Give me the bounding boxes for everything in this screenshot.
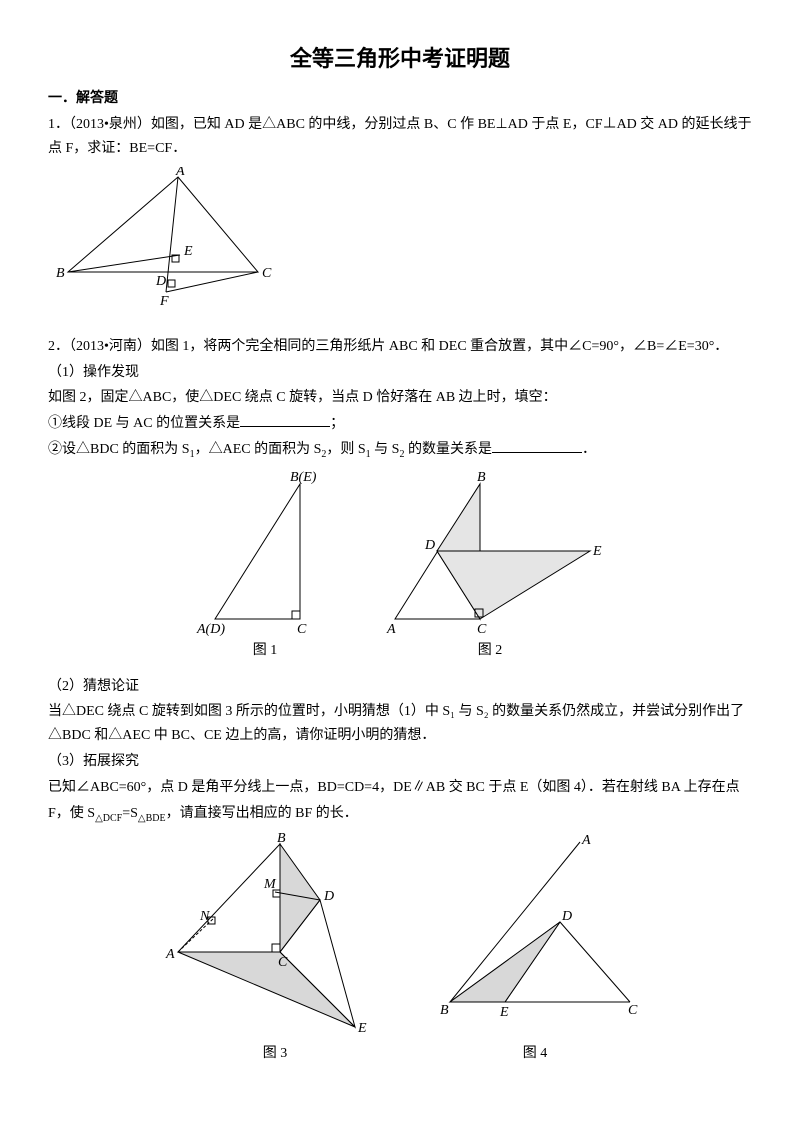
sub-dcf: △DCF [95,812,122,823]
q2-item2-mid4: 的数量关系是 [404,442,492,457]
q2-part1-line: 如图 2，固定△ABC，使△DEC 绕点 C 旋转，当点 D 恰好落在 AB 边… [48,386,752,410]
q1-text: 1．（2013•泉州）如图，已知 AD 是△ABC 的中线，分别过点 B、C 作… [48,113,752,161]
q1-label-c: C [262,266,272,281]
q2-fig2: B A C D E 图 2 [375,469,605,663]
fig4-a: A [581,833,591,848]
blank-1[interactable] [240,412,330,427]
q2-intro: 2．（2013•河南）如图 1，将两个完全相同的三角形纸片 ABC 和 DEC … [48,335,752,359]
q1-figure: A B C D E F [48,167,752,317]
fig1-c: C [297,622,307,637]
fig3-d: D [323,889,334,904]
q2-fig3: B A C D E M N 图 3 [160,832,390,1066]
q1-label-d: D [155,274,166,289]
q2-part3-line1: 已知∠ABC=60°，点 D 是角平分线上一点，BD=CD=4，DE∥AB 交 … [48,776,752,800]
q1-label-b: B [56,266,65,281]
q1-label-a: A [175,167,185,179]
fig3-e: E [357,1021,367,1036]
fig3-c: C [278,955,288,970]
fig1-ad: A(D) [196,622,225,637]
fig4-e: E [499,1005,509,1020]
fig2-c: C [477,622,487,637]
fig3-a: A [165,947,175,962]
q2-fig4: A B C D E 图 4 [430,832,640,1066]
q2-part2-text: 当△DEC 绕点 C 旋转到如图 3 所示的位置时，小明猜想（1）中 S₁ 与 … [48,700,752,748]
sub-bde: △BDE [138,812,166,823]
fig4-d: D [561,909,572,924]
fig2-b: B [477,470,486,485]
p3-pre: F，使 S [48,806,95,821]
q1-label-f: F [159,294,169,309]
fig3-n: N [199,909,210,924]
section-heading: 一．解答题 [48,87,752,111]
fig2-e: E [592,544,602,559]
q2-part3-head: （3）拓展探究 [48,750,752,774]
q1-label-e: E [183,244,193,259]
q2-item2-mid3: 与 S [371,442,400,457]
fig3-label: 图 3 [160,1042,390,1066]
fig2-a: A [386,622,396,637]
blank-2[interactable] [492,438,582,453]
fig3-b: B [277,832,286,846]
fig2-label: 图 2 [375,639,605,663]
q2-part2-head: （2）猜想论证 [48,675,752,699]
fig4-b: B [440,1003,449,1018]
fig4-label: 图 4 [430,1042,640,1066]
fig1-be: B(E) [290,470,317,485]
q2-fig1: B(E) A(D) C 图 1 [195,469,335,663]
q2-part3-line2: F，使 S△DCF=S△BDE，请直接写出相应的 BF 的长． [48,802,752,827]
fig2-d: D [424,538,435,553]
q2-part1-head: （1）操作发现 [48,361,752,385]
q2-item2-post: ． [582,442,596,457]
q2-item2-pre: ②设△BDC 的面积为 S [48,442,190,457]
q2-item2-mid1: ，△AEC 的面积为 S [195,442,322,457]
q2-item2: ②设△BDC 的面积为 S1，△AEC 的面积为 S2，则 S1 与 S2 的数… [48,438,752,463]
q2-item1: ①线段 DE 与 AC 的位置关系是 ； [48,412,752,436]
fig1-label: 图 1 [195,639,335,663]
page-title: 全等三角形中考证明题 [48,40,752,77]
q2-item1-post: ； [330,416,344,431]
q2-item2-mid2: ，则 S [326,442,365,457]
p3-mid: =S [122,806,138,821]
p3-post: ，请直接写出相应的 BF 的长． [166,806,358,821]
q2-item1-pre: ①线段 DE 与 AC 的位置关系是 [48,416,240,431]
fig3-m: M [263,877,277,892]
fig4-c: C [628,1003,638,1018]
